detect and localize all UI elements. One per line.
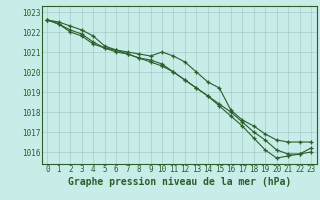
X-axis label: Graphe pression niveau de la mer (hPa): Graphe pression niveau de la mer (hPa): [68, 177, 291, 187]
